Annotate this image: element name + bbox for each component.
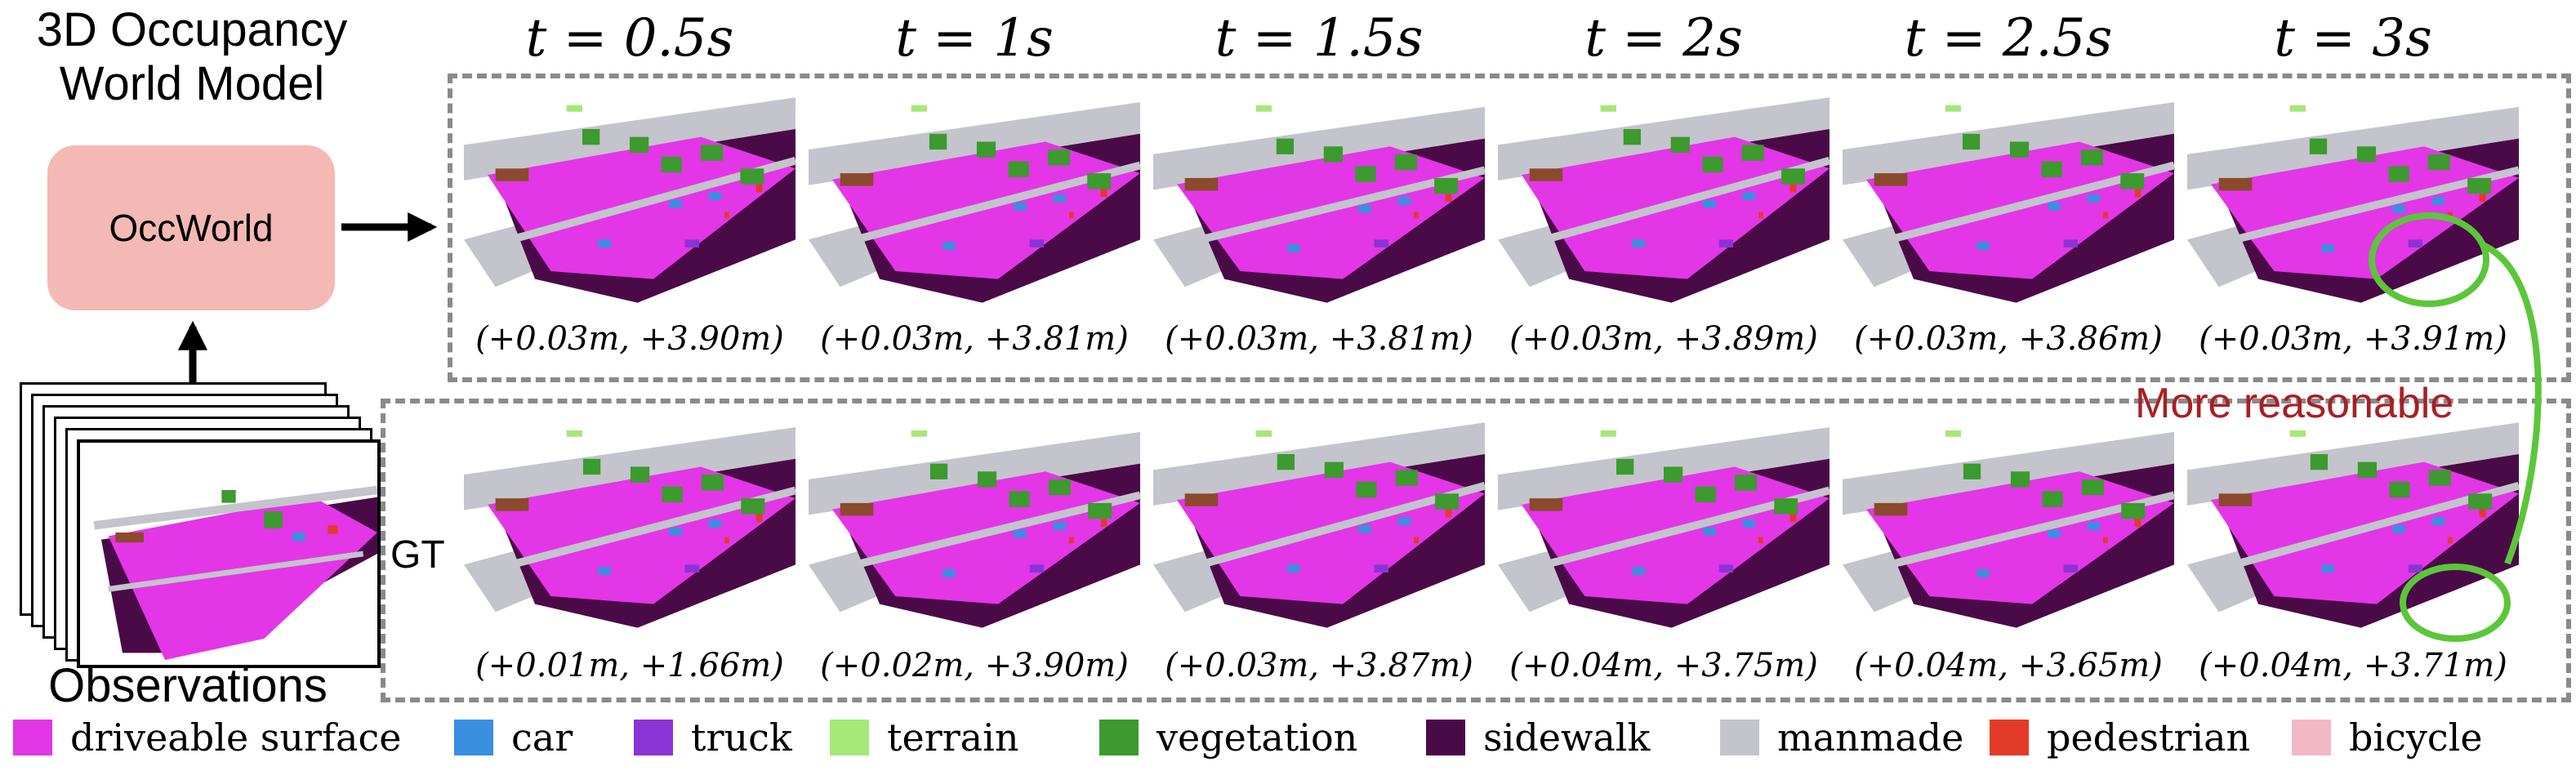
pred-coordinate: (+0.03m, +3.81m) xyxy=(1165,320,1473,358)
title-line-1: 3D Occupancy xyxy=(36,3,348,56)
timestep-label: t = 2.5s xyxy=(1904,8,2113,69)
title-line-2: World Model xyxy=(59,57,325,110)
prediction-scene xyxy=(464,97,797,303)
timestep-label: t = 1s xyxy=(895,8,1054,69)
observation-stack xyxy=(20,382,381,668)
legend-label: truck xyxy=(691,715,792,760)
legend-item: vegetation xyxy=(1099,709,1357,766)
legend-swatch xyxy=(830,720,869,755)
world-model-title: 3D Occupancy World Model xyxy=(0,3,384,111)
legend-swatch xyxy=(454,720,493,755)
gt-coordinate: (+0.02m, +3.90m) xyxy=(820,647,1129,684)
gt-coordinate: (+0.03m, +3.87m) xyxy=(1165,647,1473,684)
pred-coordinate: (+0.03m, +3.81m) xyxy=(820,320,1129,358)
prediction-scene xyxy=(809,102,1142,303)
legend-item: pedestrian xyxy=(1990,709,2250,766)
legend-item: driveable surface xyxy=(13,709,401,766)
legend-label: sidewalk xyxy=(1483,715,1651,760)
timestep-label: t = 1.5s xyxy=(1214,8,1424,69)
legend-item: car xyxy=(454,709,573,766)
ground-truth-frame xyxy=(381,399,2571,702)
legend-label: bicycle xyxy=(2349,715,2483,760)
highlight-ellipse-ground-truth xyxy=(2400,564,2511,642)
more-reasonable-label: More reasonable xyxy=(2135,380,2454,427)
legend-swatch xyxy=(1099,720,1139,755)
legend-label: vegetation xyxy=(1157,715,1358,760)
legend: driveable surface car truck terrain vegetati… xyxy=(13,709,2569,766)
legend-item: bicycle xyxy=(2292,709,2483,766)
pred-coordinate: (+0.03m, +3.86m) xyxy=(1854,320,2163,358)
prediction-scene xyxy=(1498,97,1831,303)
timestep-label: t = 2s xyxy=(1584,8,1743,69)
ground-truth-scene xyxy=(809,430,1142,628)
pred-coordinate: (+0.03m, +3.91m) xyxy=(2199,320,2507,358)
legend-swatch xyxy=(1426,720,1465,755)
gt-coordinate: (+0.01m, +1.66m) xyxy=(475,647,784,684)
prediction-scene xyxy=(2187,105,2520,303)
legend-label: car xyxy=(511,715,573,760)
gt-coordinate: (+0.04m, +3.71m) xyxy=(2199,647,2507,684)
legend-swatch xyxy=(2292,720,2331,755)
observation-scene xyxy=(80,475,377,660)
prediction-scene xyxy=(1843,102,2176,303)
legend-item: truck xyxy=(634,709,792,766)
legend-label: driveable surface xyxy=(70,715,402,760)
gt-coordinate: (+0.04m, +3.65m) xyxy=(1854,647,2163,684)
ground-truth-scene xyxy=(2187,422,2520,628)
occworld-box: OccWorld xyxy=(47,145,335,310)
prediction-scene xyxy=(1153,105,1486,303)
pred-coordinate: (+0.03m, +3.90m) xyxy=(475,320,784,358)
legend-swatch xyxy=(1720,720,1759,755)
legend-label: terrain xyxy=(887,715,1019,760)
legend-item: manmade xyxy=(1720,709,1963,766)
legend-item: sidewalk xyxy=(1426,709,1650,766)
legend-swatch xyxy=(13,720,52,755)
highlight-ellipse-prediction xyxy=(2369,212,2489,307)
prediction-frame xyxy=(448,74,2571,382)
observation-frame-front xyxy=(77,439,381,668)
observations-label: Observations xyxy=(48,659,328,712)
gt-label: GT xyxy=(390,533,445,577)
highlight-connector xyxy=(2481,242,2542,565)
legend-label: pedestrian xyxy=(2047,715,2251,760)
legend-item: terrain xyxy=(830,709,1018,766)
legend-swatch xyxy=(634,720,673,755)
gt-coordinate: (+0.04m, +3.75m) xyxy=(1509,647,1818,684)
ground-truth-scene xyxy=(1498,427,1831,628)
model-name: OccWorld xyxy=(109,207,274,249)
legend-label: manmade xyxy=(1777,715,1964,760)
ground-truth-scene xyxy=(1843,430,2176,628)
timestep-label: t = 3s xyxy=(2274,8,2432,69)
pred-coordinate: (+0.03m, +3.89m) xyxy=(1509,320,1818,358)
ground-truth-scene xyxy=(464,427,797,628)
timestep-label: t = 0.5s xyxy=(525,8,734,69)
legend-swatch xyxy=(1990,720,2029,755)
ground-truth-scene xyxy=(1153,422,1486,628)
